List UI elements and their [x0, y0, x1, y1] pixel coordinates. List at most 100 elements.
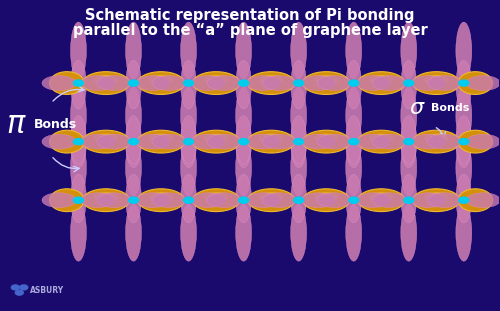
- Ellipse shape: [370, 134, 393, 142]
- Ellipse shape: [456, 116, 472, 164]
- Ellipse shape: [456, 61, 472, 109]
- Ellipse shape: [70, 139, 86, 196]
- Ellipse shape: [411, 76, 446, 91]
- Ellipse shape: [317, 76, 352, 91]
- Ellipse shape: [236, 87, 252, 144]
- Ellipse shape: [346, 174, 362, 223]
- Ellipse shape: [180, 116, 196, 164]
- Circle shape: [238, 197, 248, 203]
- Ellipse shape: [42, 193, 76, 208]
- Ellipse shape: [50, 72, 84, 95]
- Circle shape: [294, 80, 304, 86]
- Ellipse shape: [126, 116, 142, 164]
- Ellipse shape: [428, 134, 462, 149]
- Ellipse shape: [150, 193, 172, 201]
- Ellipse shape: [424, 134, 448, 142]
- Ellipse shape: [138, 130, 184, 153]
- Ellipse shape: [236, 139, 252, 196]
- Ellipse shape: [236, 116, 252, 164]
- Ellipse shape: [136, 76, 170, 91]
- Ellipse shape: [458, 189, 492, 211]
- Ellipse shape: [126, 119, 142, 168]
- Ellipse shape: [94, 134, 118, 142]
- Ellipse shape: [126, 204, 142, 261]
- Ellipse shape: [126, 174, 142, 223]
- Ellipse shape: [372, 134, 406, 149]
- Ellipse shape: [207, 134, 241, 149]
- Ellipse shape: [301, 134, 335, 149]
- Ellipse shape: [152, 193, 186, 208]
- Ellipse shape: [466, 134, 500, 149]
- Ellipse shape: [138, 72, 184, 95]
- Circle shape: [348, 138, 358, 145]
- Ellipse shape: [372, 76, 406, 91]
- Ellipse shape: [346, 119, 362, 168]
- Ellipse shape: [290, 174, 306, 223]
- Ellipse shape: [94, 76, 118, 84]
- Ellipse shape: [401, 139, 416, 196]
- Ellipse shape: [356, 76, 390, 91]
- Ellipse shape: [413, 72, 460, 95]
- Ellipse shape: [152, 134, 186, 149]
- Ellipse shape: [262, 134, 296, 149]
- Ellipse shape: [262, 76, 296, 91]
- Ellipse shape: [236, 174, 252, 223]
- Circle shape: [16, 290, 24, 295]
- Ellipse shape: [70, 61, 86, 109]
- Ellipse shape: [466, 193, 500, 208]
- Ellipse shape: [358, 72, 405, 95]
- Ellipse shape: [346, 61, 362, 109]
- Ellipse shape: [301, 76, 335, 91]
- Ellipse shape: [428, 76, 462, 91]
- Circle shape: [404, 197, 413, 203]
- Ellipse shape: [260, 76, 283, 84]
- Ellipse shape: [204, 134, 228, 142]
- Ellipse shape: [70, 87, 86, 144]
- Text: ASBURY: ASBURY: [30, 286, 64, 295]
- Ellipse shape: [456, 139, 472, 196]
- Ellipse shape: [126, 139, 142, 196]
- Circle shape: [348, 197, 358, 203]
- Ellipse shape: [207, 76, 241, 91]
- Ellipse shape: [50, 130, 84, 153]
- Ellipse shape: [456, 174, 472, 223]
- Ellipse shape: [150, 76, 172, 84]
- Circle shape: [74, 197, 84, 203]
- Ellipse shape: [372, 193, 406, 208]
- Ellipse shape: [70, 119, 86, 168]
- Ellipse shape: [314, 134, 338, 142]
- Ellipse shape: [413, 189, 460, 211]
- Circle shape: [184, 80, 194, 86]
- Ellipse shape: [317, 193, 352, 208]
- Circle shape: [238, 138, 248, 145]
- Ellipse shape: [303, 189, 350, 211]
- Ellipse shape: [192, 130, 240, 153]
- Ellipse shape: [126, 22, 142, 79]
- Ellipse shape: [248, 130, 294, 153]
- Text: $\pi$: $\pi$: [6, 109, 27, 140]
- Ellipse shape: [246, 193, 280, 208]
- Circle shape: [184, 197, 194, 203]
- Ellipse shape: [411, 134, 446, 149]
- Ellipse shape: [136, 134, 170, 149]
- Ellipse shape: [346, 87, 362, 144]
- Ellipse shape: [70, 22, 86, 79]
- Circle shape: [74, 80, 84, 86]
- Circle shape: [12, 285, 20, 290]
- Ellipse shape: [236, 119, 252, 168]
- Ellipse shape: [346, 204, 362, 261]
- Ellipse shape: [466, 76, 500, 91]
- Ellipse shape: [82, 130, 130, 153]
- Ellipse shape: [301, 193, 335, 208]
- Ellipse shape: [290, 87, 306, 144]
- Circle shape: [20, 285, 28, 290]
- Ellipse shape: [204, 193, 228, 201]
- Ellipse shape: [70, 174, 86, 223]
- Ellipse shape: [290, 139, 306, 196]
- Ellipse shape: [42, 134, 76, 149]
- Circle shape: [128, 138, 138, 145]
- Ellipse shape: [204, 76, 228, 84]
- Ellipse shape: [260, 193, 283, 201]
- Ellipse shape: [136, 193, 170, 208]
- Ellipse shape: [97, 76, 131, 91]
